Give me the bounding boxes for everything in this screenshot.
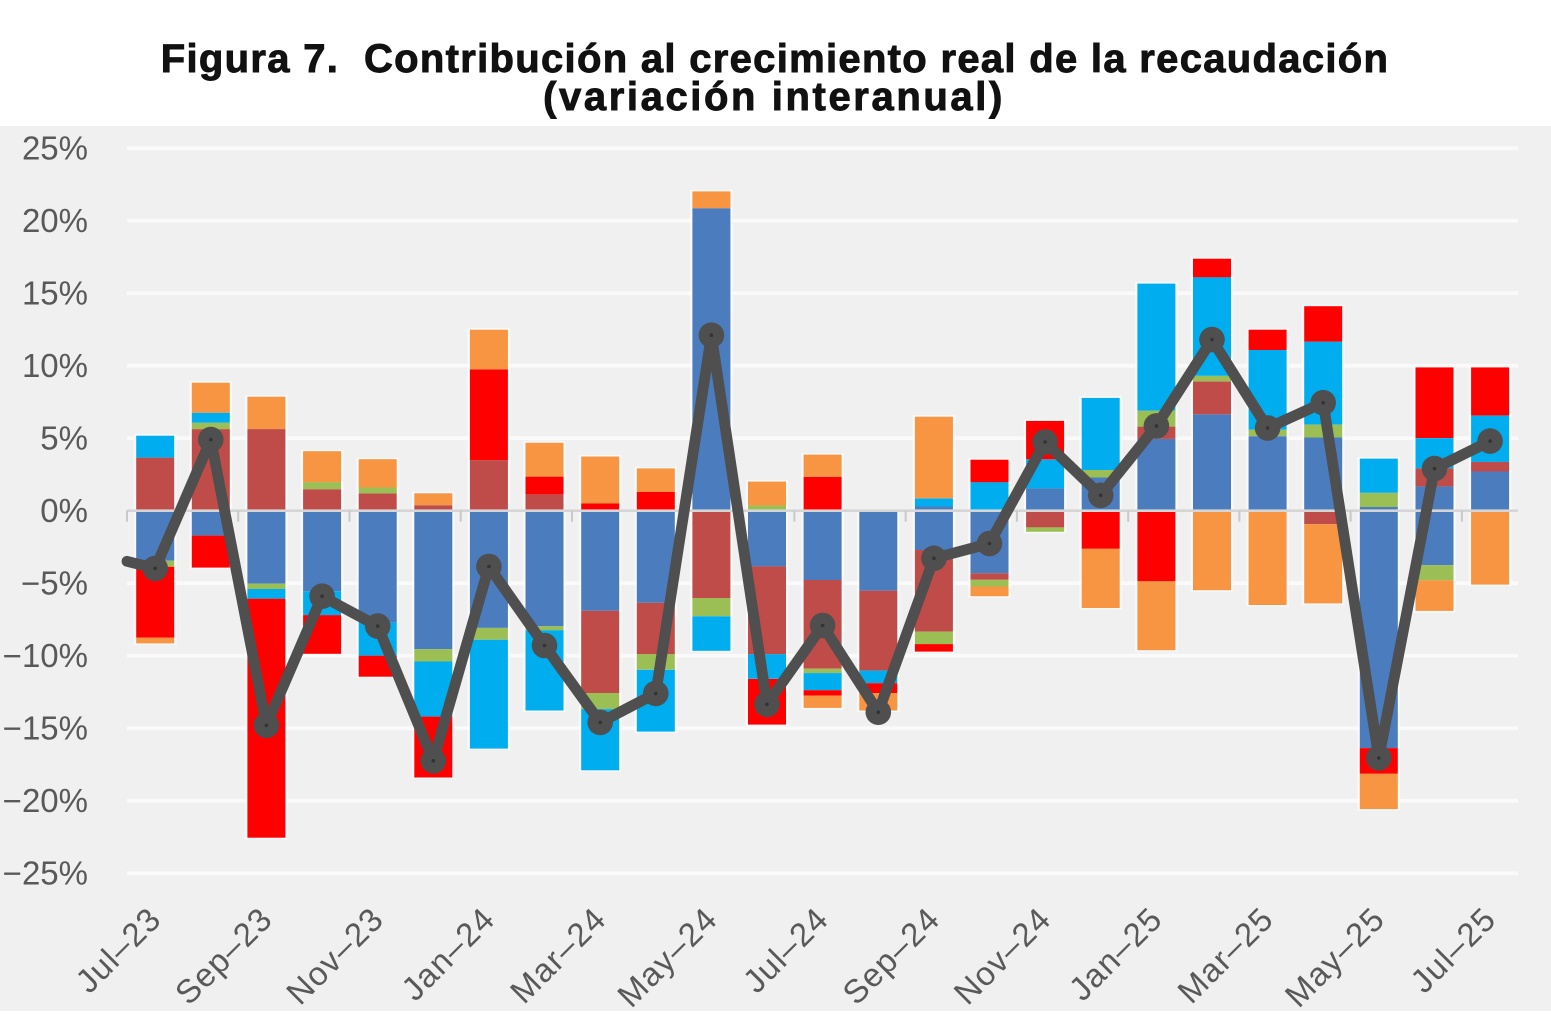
svg-text:0%: 0% [40, 492, 88, 529]
svg-text:20%: 20% [22, 202, 88, 239]
svg-text:−5%: −5% [21, 565, 88, 602]
svg-text:−20%: −20% [3, 782, 88, 819]
svg-text:−15%: −15% [3, 710, 88, 747]
svg-text:(variación interanual): (variación interanual) [543, 75, 1005, 119]
svg-text:Figura 7. Contribución al cre: Figura 7. Contribución al crecimiento re… [161, 37, 1390, 81]
svg-text:−25%: −25% [3, 855, 88, 892]
svg-text:25%: 25% [22, 130, 88, 167]
svg-text:10%: 10% [22, 347, 88, 384]
svg-text:15%: 15% [22, 275, 88, 312]
svg-text:5%: 5% [40, 420, 88, 457]
svg-text:−10%: −10% [3, 637, 88, 674]
